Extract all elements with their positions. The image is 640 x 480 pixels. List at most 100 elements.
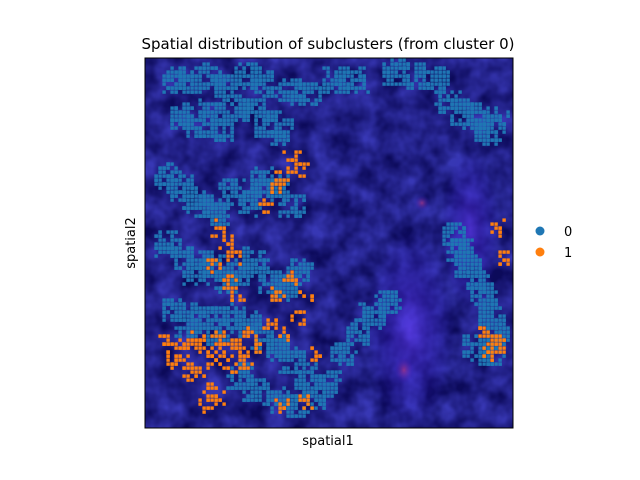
spot-0-36-21 [178, 242, 182, 246]
spot-0-51-43 [254, 318, 258, 322]
spot-0-5-17 [262, 94, 266, 98]
spot-0-35-49 [294, 194, 298, 198]
spot-1-39-9 [310, 346, 314, 350]
spot-0-36-53 [174, 230, 178, 234]
spot-0-50-19 [218, 326, 222, 330]
spot-0-68-20 [478, 258, 482, 262]
spot-1-41-4 [506, 250, 510, 254]
spot-0-11-23 [406, 86, 410, 90]
spot-0-35-47 [282, 198, 286, 202]
spot-0-7-3 [310, 82, 314, 86]
spot-0-10-45 [398, 58, 402, 62]
spot-0-44-43 [278, 286, 282, 290]
spot-0-63-17 [346, 326, 350, 330]
spot-0-58-38 [266, 402, 270, 406]
spot-0-21-20 [210, 118, 214, 122]
spot-0-47-39 [186, 334, 190, 338]
spot-0-40-15 [234, 270, 238, 274]
spot-0-13-51 [442, 98, 446, 102]
spot-0-40-54 [218, 278, 222, 282]
spot-0-1-13 [190, 78, 194, 82]
spot-0-53-23 [270, 350, 274, 354]
spot-0-15-3 [470, 102, 474, 106]
spot-0-29-33 [198, 206, 202, 210]
spot-0-54-35 [278, 354, 282, 358]
spot-0-13-30 [458, 90, 462, 94]
spot-0-59-51 [290, 414, 294, 418]
spot-0-38-48 [182, 270, 186, 274]
spot-0-68-43 [466, 266, 470, 270]
spot-0-60-50 [322, 386, 326, 390]
spot-0-20-33 [202, 114, 206, 118]
spot-0-35-15 [282, 194, 286, 198]
spot-0-74-41 [474, 334, 478, 338]
spot-0-71-31 [498, 306, 502, 310]
spot-0-41-41 [226, 270, 230, 274]
spot-1-26-6 [190, 370, 194, 374]
spot-0-21-52 [222, 138, 226, 142]
spot-0-19-37 [202, 134, 206, 138]
spot-0-3-9 [222, 78, 226, 82]
spot-1-24-2 [174, 358, 178, 362]
spot-0-39-20 [206, 270, 210, 274]
spot-1-4-3 [262, 202, 266, 206]
spot-0-22-26 [234, 110, 238, 114]
spot-0-48-27 [190, 302, 194, 306]
spot-0-38-39 [190, 258, 194, 262]
spot-0-37-49 [182, 254, 186, 258]
spot-1-4-6 [262, 210, 266, 214]
spot-0-13-34 [438, 94, 442, 98]
spot-0-4-39 [254, 70, 258, 74]
spot-0-8-26 [322, 86, 326, 90]
spot-1-5-3 [210, 234, 214, 238]
spot-0-48-2 [194, 326, 198, 330]
spot-0-68-47 [474, 254, 478, 258]
spot-0-50-35 [226, 306, 230, 310]
spot-0-42-53 [250, 250, 254, 254]
spot-0-70-4 [482, 298, 486, 302]
spot-0-4-51 [246, 74, 250, 78]
spot-0-39-49 [206, 262, 210, 266]
spot-0-14-45 [458, 106, 462, 110]
spot-0-65-46 [382, 294, 386, 298]
spot-0-64-47 [366, 310, 370, 314]
spot-0-14-13 [462, 98, 466, 102]
spot-0-21-29 [230, 134, 234, 138]
spot-0-63-49 [358, 330, 362, 334]
spot-0-19-12 [206, 114, 210, 118]
spot-1-37-2 [274, 298, 278, 302]
spot-0-18-48 [174, 114, 178, 118]
spot-0-61-39 [330, 382, 334, 386]
spot-0-74-19 [462, 338, 466, 342]
spot-0-25-27 [282, 122, 286, 126]
spot-0-3-44 [226, 94, 230, 98]
spot-0-50-13 [222, 314, 226, 318]
spot-0-3-5 [222, 74, 226, 78]
spot-0-33-10 [250, 182, 254, 186]
spot-0-59-45 [290, 402, 294, 406]
spot-1-38-4 [290, 270, 294, 274]
spot-1-11-0 [158, 334, 162, 338]
spot-0-60-24 [306, 390, 310, 394]
spot-0-31-13 [218, 182, 222, 186]
spot-0-26-47 [162, 182, 166, 186]
spot-0-49-26 [226, 338, 230, 342]
spot-0-33-47 [262, 178, 266, 182]
spot-0-73-53 [490, 362, 494, 366]
spot-0-39-12 [206, 250, 210, 254]
spot-0-16-11 [474, 126, 478, 130]
spot-0-58-46 [282, 386, 286, 390]
spot-0-4-40 [250, 66, 254, 70]
spot-0-20-32 [202, 102, 206, 106]
spot-1-36-3 [302, 294, 306, 298]
spot-0-21-9 [214, 122, 218, 126]
spot-0-46-4 [170, 318, 174, 322]
spot-0-18-32 [190, 106, 194, 110]
spot-0-22-53 [234, 106, 238, 110]
spot-0-38-33 [182, 282, 186, 286]
spot-0-45-52 [290, 262, 294, 266]
spot-0-42-36 [250, 270, 254, 274]
spot-0-15-54 [462, 106, 466, 110]
spot-0-72-53 [502, 330, 506, 334]
spot-1-1-8 [298, 162, 302, 166]
